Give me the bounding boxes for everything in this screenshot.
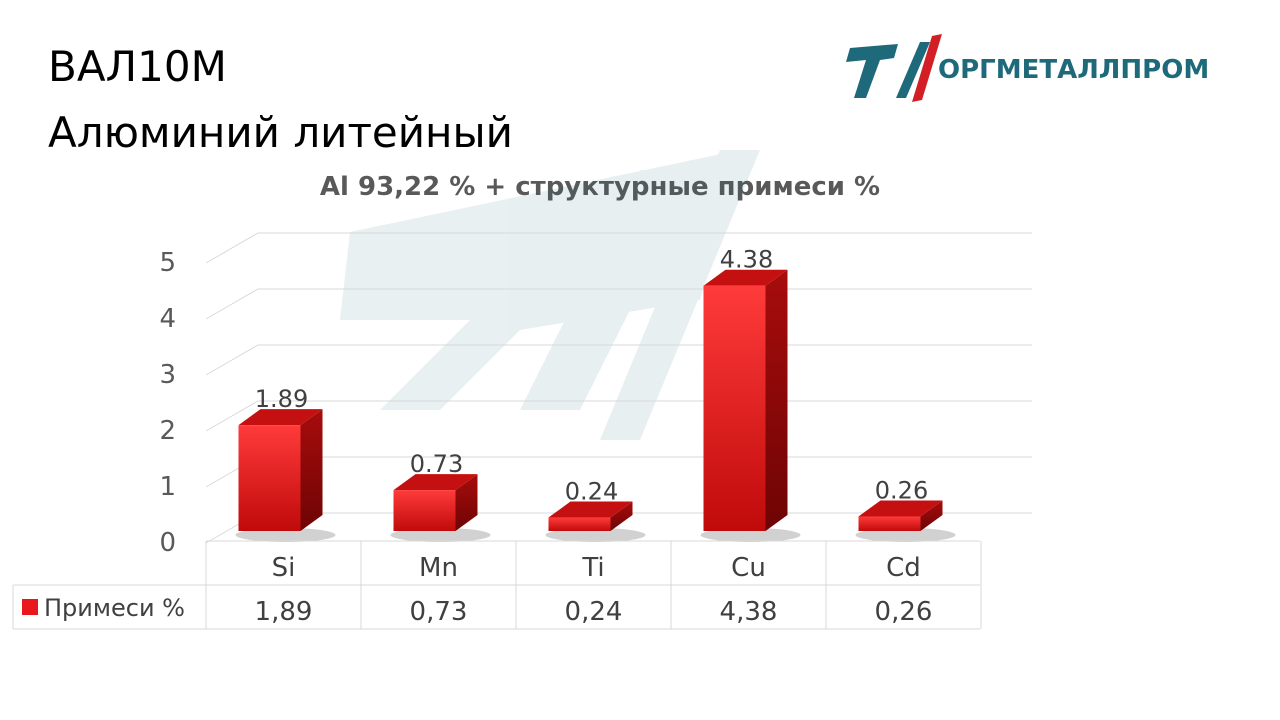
- legend-label: Примеси %: [44, 594, 185, 622]
- bar-top: [393, 474, 478, 491]
- y-tick-label: 2: [159, 416, 176, 446]
- bars: [235, 269, 956, 542]
- data-label: 0.73: [410, 450, 463, 478]
- y-tick-label: 4: [159, 304, 176, 334]
- bar-shadow: [700, 528, 801, 542]
- gridline: [205, 232, 1032, 264]
- table-value: 0,73: [410, 597, 468, 627]
- bar-shadow: [545, 528, 646, 542]
- table-value: 4,38: [720, 597, 778, 627]
- chart-title: Al 93,22 % + структурные примеси %: [319, 172, 881, 202]
- bar: [393, 490, 456, 531]
- watermark-logo: [340, 150, 760, 440]
- bar-side: [300, 409, 323, 531]
- x-tick-label: Cu: [731, 553, 766, 583]
- data-label: 1.89: [255, 385, 308, 413]
- logo-mark-teal-2: [896, 42, 930, 98]
- bar-side: [455, 474, 478, 531]
- slide-subtitle: Алюминий литейный: [48, 108, 513, 157]
- y-tick-label: 1: [159, 472, 176, 502]
- bar-top: [858, 500, 943, 517]
- bar-top: [548, 501, 633, 518]
- data-label: 0.26: [875, 476, 928, 504]
- bar: [858, 516, 921, 531]
- logo-mark-teal: [846, 44, 898, 98]
- x-tick-label: Ti: [581, 553, 604, 583]
- table-value: 1,89: [255, 597, 313, 627]
- bar-top: [703, 269, 788, 286]
- data-label: 4.38: [720, 246, 773, 274]
- bar: [548, 517, 611, 531]
- bar: [238, 425, 301, 531]
- table-value: 0,26: [875, 597, 933, 627]
- bar-side: [920, 500, 943, 531]
- data-labels: 1.89 0.73 0.24 4.38 0.26: [255, 246, 928, 506]
- x-tick-label: Mn: [419, 553, 458, 583]
- legend-swatch: [22, 599, 38, 615]
- bar-side: [765, 269, 788, 531]
- data-label: 0.24: [565, 478, 618, 506]
- bar: [703, 285, 766, 531]
- bar-top: [238, 409, 323, 426]
- y-tick-label: 5: [159, 248, 176, 278]
- bar-shadow: [390, 528, 491, 542]
- bar-side: [610, 501, 633, 531]
- table-value: 0,24: [565, 597, 623, 627]
- logo-mark-red: [912, 34, 942, 102]
- x-tick-label: Cd: [886, 553, 921, 583]
- logo-text: ОРГМЕТАЛЛПРОМ: [938, 55, 1209, 85]
- bar-shadow: [855, 528, 956, 542]
- orgmetallprom-logo: ОРГМЕТАЛЛПРОМ: [846, 34, 1209, 102]
- bar-shadow: [235, 528, 336, 542]
- y-tick-label: 3: [159, 360, 176, 390]
- x-tick-label: Si: [272, 553, 296, 583]
- y-tick-label: 0: [159, 528, 176, 558]
- slide-title: ВАЛ10М: [48, 42, 227, 91]
- y-axis: 0 1 2 3 4 5: [159, 248, 176, 558]
